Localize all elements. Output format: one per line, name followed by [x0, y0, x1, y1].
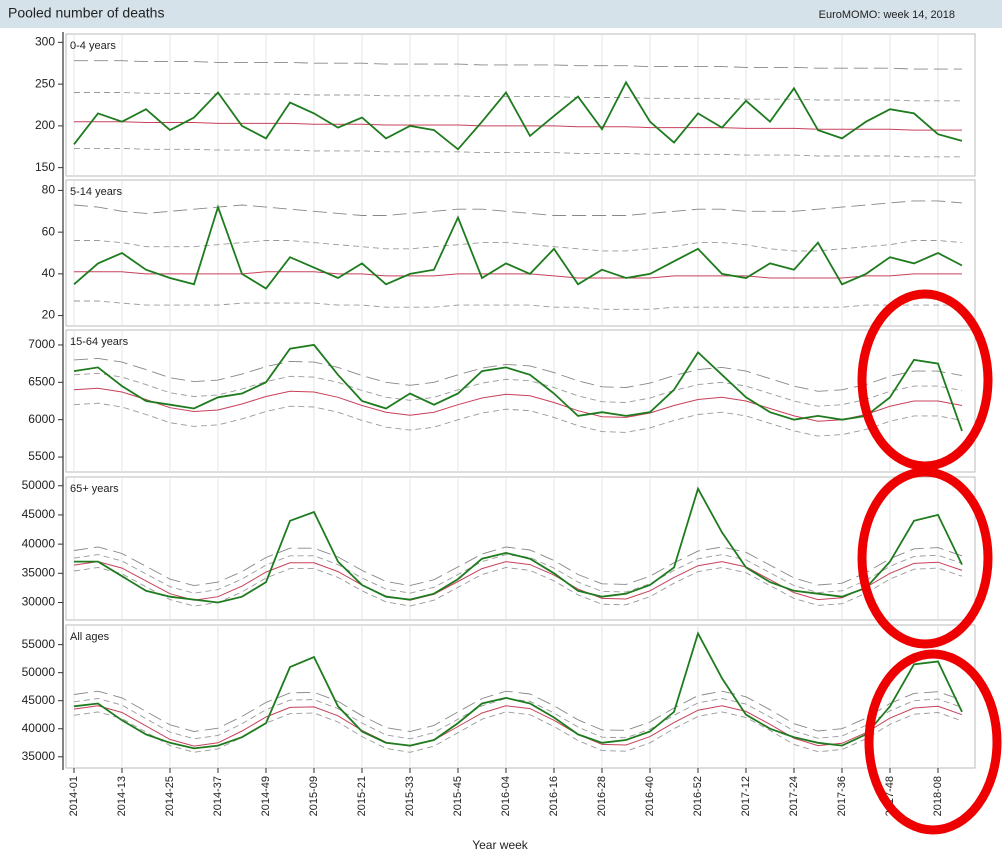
y-tick-label: 40000	[22, 536, 56, 550]
x-tick-label: 2016-16	[548, 776, 560, 816]
y-tick-label: 60	[42, 224, 56, 238]
annotation-circles	[857, 289, 1002, 835]
x-tick-label: 2016-04	[500, 776, 512, 816]
x-tick-label: 2014-49	[260, 776, 272, 816]
y-tick-label: 6500	[28, 374, 55, 388]
panel-frame	[65, 329, 976, 473]
x-axis-label: Year week	[472, 838, 529, 852]
series-line	[73, 711, 963, 753]
x-tick-label: 2015-33	[404, 776, 416, 816]
series-line	[73, 705, 963, 747]
y-tick-label: 20	[42, 308, 56, 322]
panel-title: 0-4 years	[70, 40, 116, 52]
series-line	[74, 60, 962, 70]
header-title: Pooled number of deaths	[8, 5, 164, 21]
series-line	[74, 92, 962, 102]
series-line	[74, 271, 962, 279]
series-line	[73, 387, 963, 422]
series-line	[74, 486, 963, 604]
y-tick-label: 5500	[28, 449, 55, 463]
y-tick-label: 45000	[22, 693, 56, 707]
y-tick-label: 55000	[22, 637, 56, 651]
highlight-circle	[857, 467, 993, 649]
y-tick-label: 30000	[22, 595, 56, 609]
y-tick-label: 200	[35, 118, 55, 132]
series-line	[74, 300, 962, 310]
plots: 150 200 250 300 0-4 years 20 40 60 80 5-14 years 5…	[22, 33, 976, 816]
y-tick-label: 7000	[28, 337, 55, 351]
x-tick-label: 2016-52	[692, 776, 704, 816]
x-tick-label: 2016-40	[644, 776, 656, 816]
x-tick-label: 2015-21	[356, 776, 368, 816]
x-tick-label: 2014-25	[164, 776, 176, 816]
series-line	[73, 690, 963, 732]
y-tick-label: 80	[42, 183, 56, 197]
series-line	[73, 698, 963, 740]
y-tick-label: 150	[35, 160, 55, 174]
series-line	[73, 343, 963, 432]
y-tick-label: 40	[42, 266, 56, 280]
panel-frame	[65, 179, 976, 327]
panel-title: 5-14 years	[70, 186, 122, 198]
series-line	[73, 204, 963, 290]
panel-title: All ages	[70, 631, 110, 643]
x-tick-label: 2014-13	[116, 776, 128, 816]
y-tick-label: 35000	[22, 749, 56, 763]
series-line	[73, 561, 963, 601]
panel-title: 15-64 years	[70, 336, 129, 348]
y-tick-label: 50000	[22, 478, 56, 492]
x-tick-label: 2014-01	[68, 776, 80, 816]
series-line	[73, 402, 963, 437]
series-line	[73, 80, 963, 151]
y-tick-label: 6000	[28, 412, 55, 426]
highlight-circle	[857, 289, 993, 471]
series-line	[74, 240, 963, 252]
y-tick-label: 300	[35, 35, 55, 49]
x-tick-label: 2016-28	[596, 776, 608, 816]
header-bar	[0, 0, 1002, 28]
x-tick-label: 2015-09	[308, 776, 320, 816]
y-tick-label: 35000	[22, 565, 56, 579]
x-tick-label: 2015-45	[452, 776, 464, 816]
y-tick-label: 40000	[22, 721, 56, 735]
series-line	[73, 567, 963, 607]
y-tick-label: 250	[35, 76, 55, 90]
x-tick-label: 2017-12	[740, 776, 752, 816]
y-tick-label: 50000	[22, 665, 56, 679]
x-tick-label: 2014-37	[212, 776, 224, 816]
series-line	[73, 631, 963, 750]
y-tick-label: 45000	[22, 507, 56, 521]
header-source: EuroMOMO: week 14, 2018	[819, 9, 955, 21]
series-line	[73, 200, 963, 216]
x-tick-label: 2017-24	[788, 776, 800, 816]
panel-frame	[65, 33, 976, 177]
x-tick-label: 2018-08	[932, 776, 944, 816]
highlight-circle	[864, 649, 1002, 835]
panel-title: 65+ years	[70, 483, 119, 495]
x-tick-label: 2017-36	[836, 776, 848, 816]
series-line	[73, 372, 963, 407]
series-line	[74, 121, 962, 131]
series-line	[73, 357, 963, 392]
series-line	[74, 147, 962, 158]
